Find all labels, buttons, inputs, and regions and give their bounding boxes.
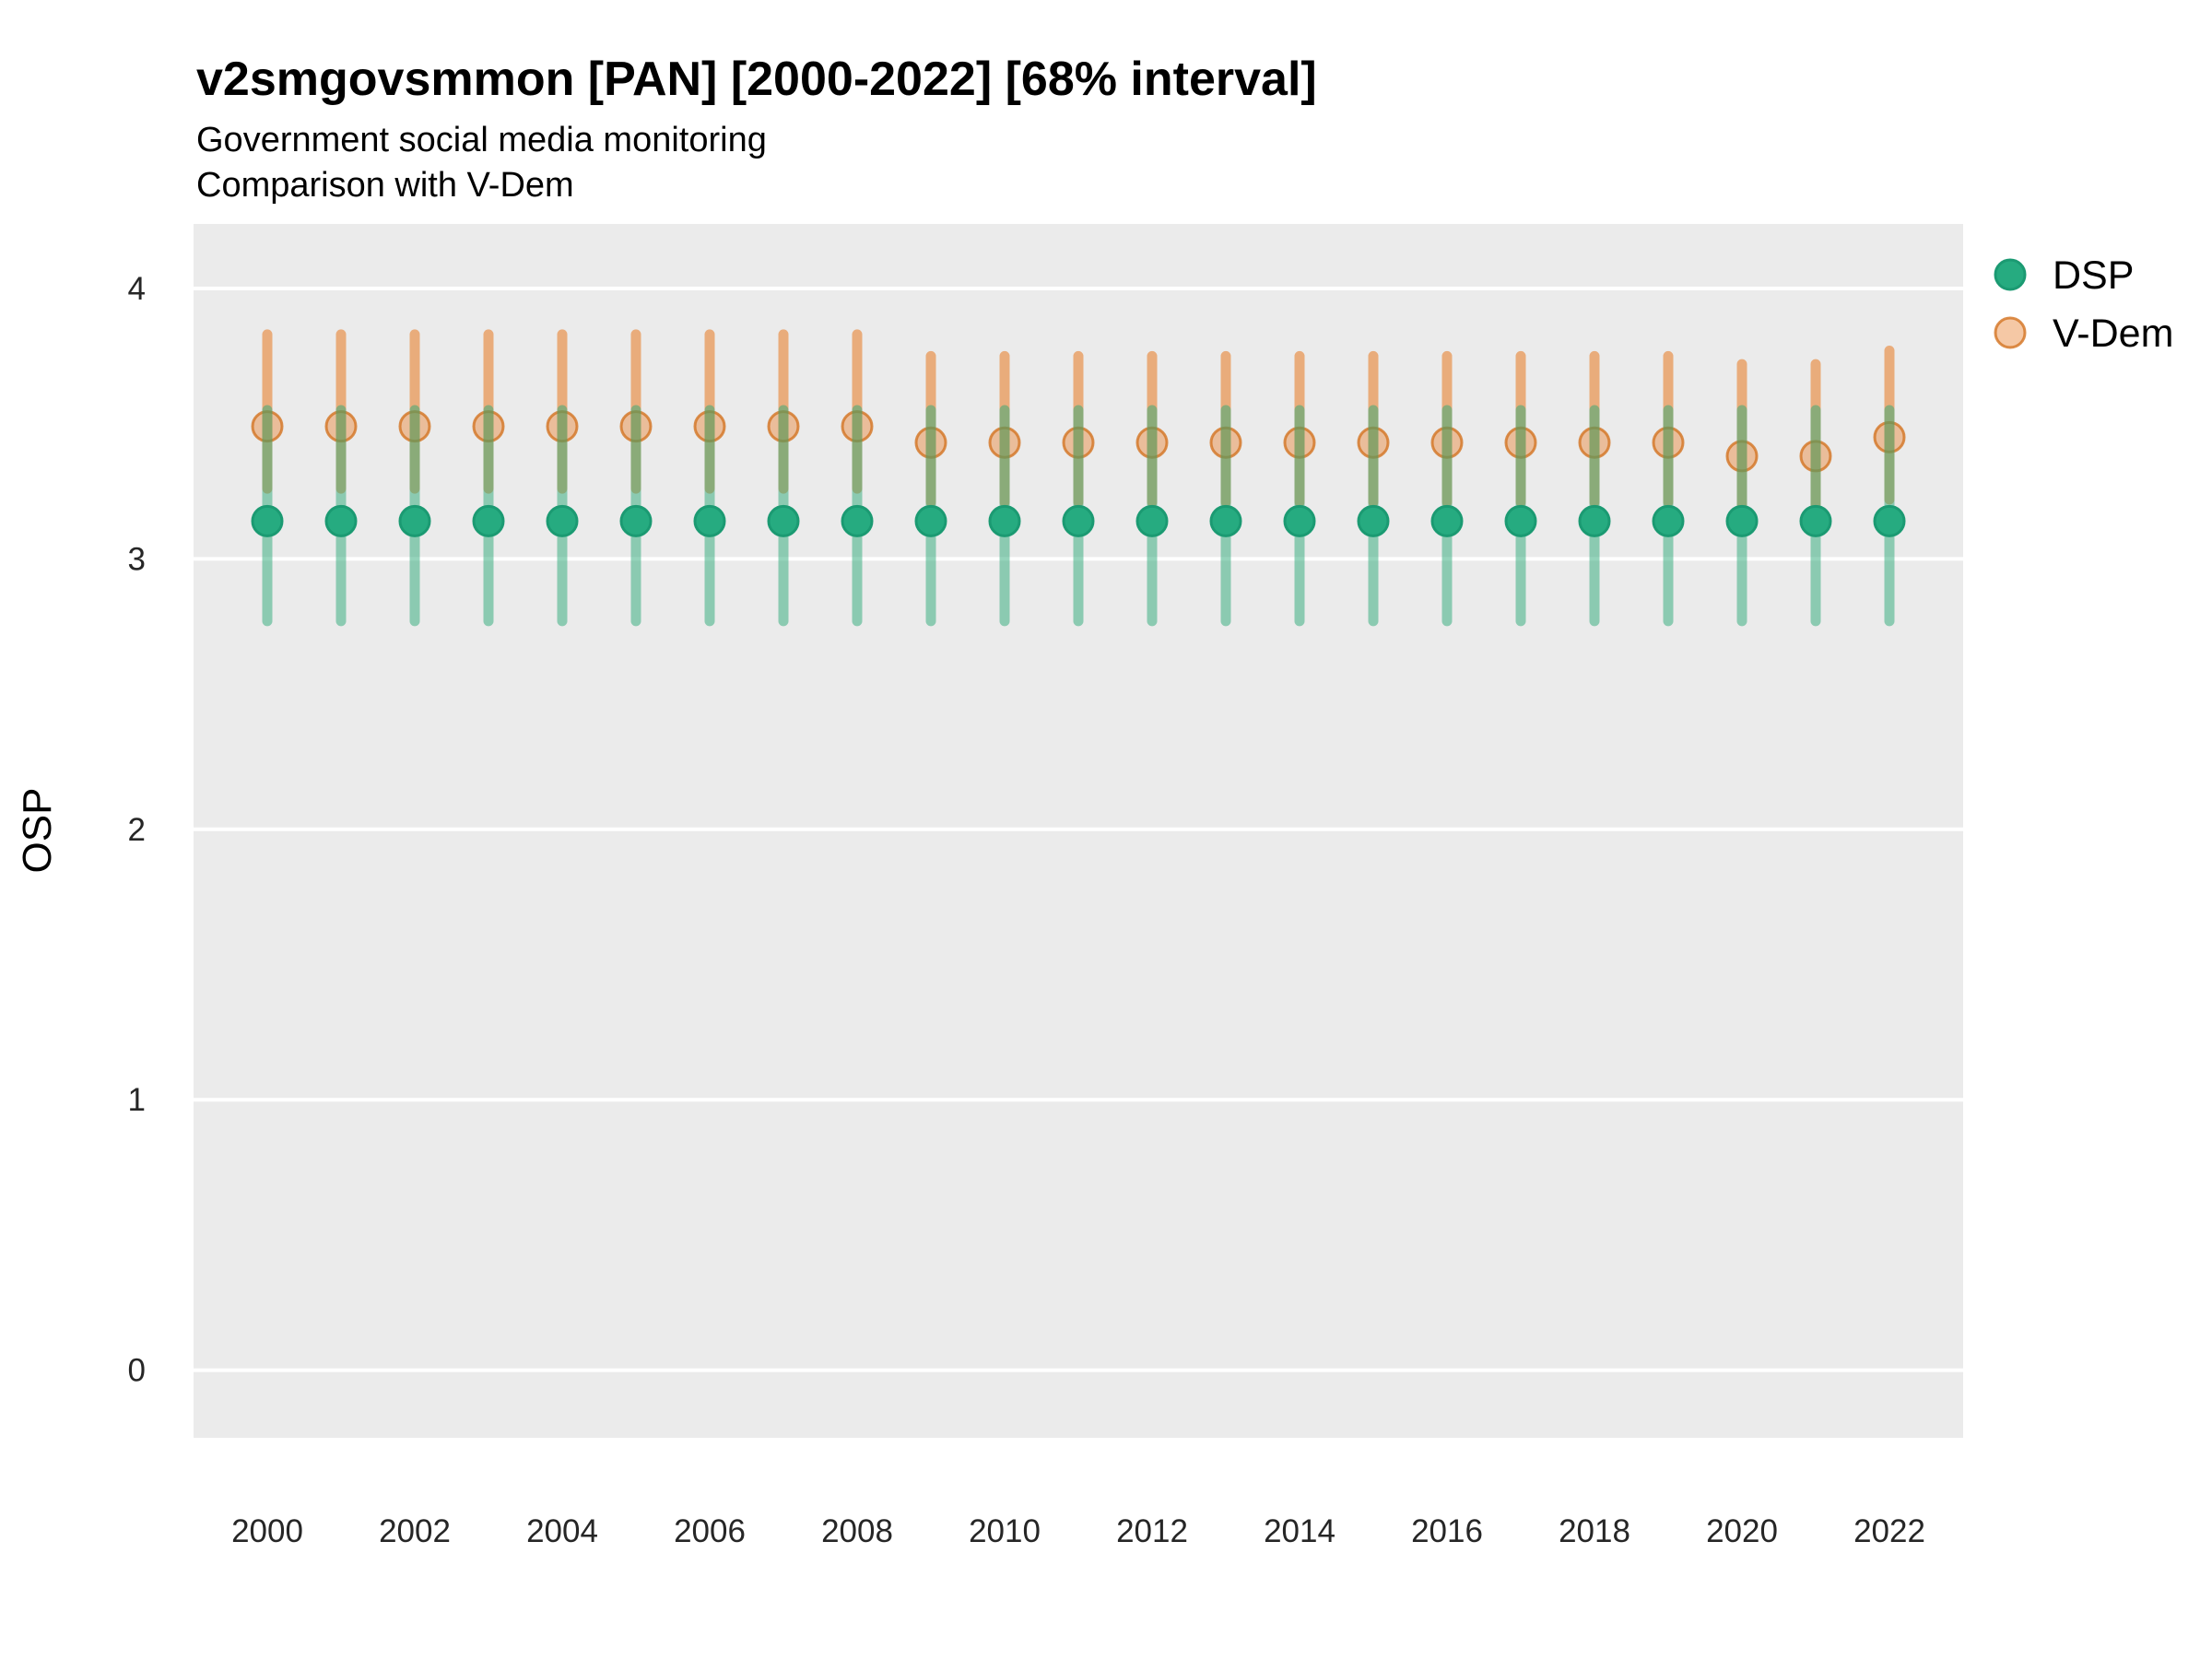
legend-label-dsp: DSP (2053, 253, 2134, 298)
dsp-point-2012 (1135, 504, 1169, 537)
y-tick-label-0: 0 (128, 1353, 146, 1389)
dsp-point-2010 (988, 504, 1021, 537)
x-tick-label-2002: 2002 (379, 1513, 451, 1549)
y-tick-label-4: 4 (128, 271, 146, 307)
x-tick-label-2022: 2022 (1853, 1513, 1925, 1549)
dsp-point-2008 (841, 504, 874, 537)
dsp-point-2016 (1430, 504, 1464, 537)
dsp-point-2022 (1873, 504, 1906, 537)
x-tick-label-2016: 2016 (1411, 1513, 1483, 1549)
legend-dot-dsp (1994, 258, 2027, 291)
dsp-point-2005 (619, 504, 653, 537)
y-axis-title: OSP (15, 788, 60, 874)
dsp-point-2006 (693, 504, 726, 537)
x-tick-label-2008: 2008 (821, 1513, 893, 1549)
dsp-point-2011 (1062, 504, 1095, 537)
chart-subtitle-line1: Government social media monitoring (196, 121, 767, 159)
dsp-point-2013 (1209, 504, 1242, 537)
y-tick-label-1: 1 (128, 1082, 146, 1118)
data-marks-layer (251, 329, 1906, 627)
y-tick-label-2: 2 (128, 812, 146, 848)
x-tick-label-2010: 2010 (969, 1513, 1041, 1549)
x-tick-label-2004: 2004 (526, 1513, 598, 1549)
dsp-point-2004 (546, 504, 579, 537)
axis-layer: 0 1 2 3 4 2000 2002 2004 2006 2008 2010 2012 2014 201… (128, 271, 1925, 1549)
dsp-point-2003 (472, 504, 505, 537)
legend-dot-vdem (1994, 316, 2027, 349)
dsp-point-2014 (1283, 504, 1316, 537)
chart-title: v2smgovsmmon [PAN] [2000-2022] [68% inte… (196, 53, 1317, 106)
legend: DSP V-Dem (1994, 253, 2173, 356)
y-tick-label-3: 3 (128, 541, 146, 577)
dsp-point-2018 (1578, 504, 1611, 537)
dsp-point-2015 (1357, 504, 1390, 537)
x-tick-label-2006: 2006 (674, 1513, 746, 1549)
dsp-point-2007 (767, 504, 800, 537)
chart-subtitle-line2: Comparison with V-Dem (196, 166, 574, 205)
dsp-point-2020 (1725, 504, 1759, 537)
legend-label-vdem: V-Dem (2053, 312, 2173, 356)
dsp-point-2017 (1504, 504, 1537, 537)
dsp-point-2021 (1799, 504, 1832, 537)
dsp-point-2002 (398, 504, 431, 537)
dsp-point-2000 (251, 504, 284, 537)
x-tick-label-2000: 2000 (231, 1513, 303, 1549)
x-tick-label-2018: 2018 (1559, 1513, 1630, 1549)
x-tick-label-2020: 2020 (1706, 1513, 1778, 1549)
dsp-point-2001 (324, 504, 358, 537)
dsp-point-2019 (1652, 504, 1685, 537)
x-tick-label-2012: 2012 (1116, 1513, 1188, 1549)
x-tick-label-2014: 2014 (1264, 1513, 1335, 1549)
dsp-point-2009 (914, 504, 947, 537)
